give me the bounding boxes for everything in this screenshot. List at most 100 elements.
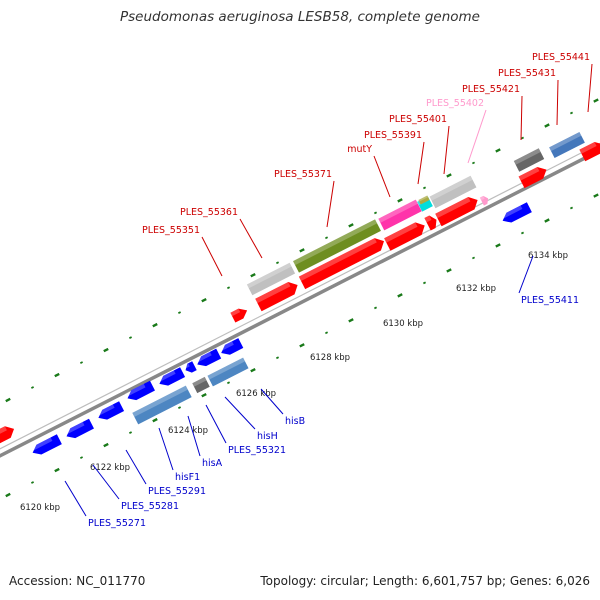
forward-gene-arrow-shine xyxy=(424,215,432,223)
forward-gene-label-leader xyxy=(443,125,450,175)
upper-tick-mark xyxy=(471,161,476,165)
reverse-gene-arrow[interactable] xyxy=(183,361,197,374)
reverse-gene-label: hisH xyxy=(257,431,278,442)
lower-tick-mark xyxy=(495,243,501,248)
forward-gene-arrow[interactable] xyxy=(424,213,439,231)
upper-tick-mark xyxy=(544,123,550,128)
forward-gene-label: PLES_55431 xyxy=(498,68,556,79)
reverse-gene-arrow[interactable] xyxy=(194,348,222,370)
forward-gene-label-leader xyxy=(239,218,263,259)
feature-bar-shine xyxy=(293,219,378,266)
forward-gene-label: PLES_55391 xyxy=(364,130,422,141)
feature-bar[interactable] xyxy=(429,175,477,209)
reverse-gene-label-leader xyxy=(205,404,227,444)
reverse-gene-arrow-shine xyxy=(30,437,53,452)
feature-bar[interactable] xyxy=(293,219,381,273)
feature-bar[interactable] xyxy=(549,131,585,159)
reverse-gene-label: hisF1 xyxy=(175,472,200,483)
forward-gene-arrow[interactable] xyxy=(0,423,17,451)
kbp-tick-label: 6130 kbp xyxy=(383,319,423,329)
reverse-gene-arrow[interactable] xyxy=(500,202,532,225)
forward-gene-arrow[interactable] xyxy=(579,139,600,162)
lower-tick-mark xyxy=(544,218,550,223)
upper-tick-mark xyxy=(593,98,599,103)
reverse-gene-arrow[interactable] xyxy=(64,418,94,442)
forward-gene-label-leader xyxy=(373,155,391,198)
reverse-gene-arrow-shape xyxy=(221,338,244,355)
reverse-gene-label-leader xyxy=(260,388,284,415)
upper-tick-mark xyxy=(250,273,256,278)
feature-bar-shape xyxy=(429,175,477,209)
reverse-gene-label: PLES_55271 xyxy=(88,518,146,529)
forward-gene-arrow-shine xyxy=(230,308,241,317)
forward-gene-arrow-shape xyxy=(424,215,437,231)
feature-bar[interactable] xyxy=(418,195,430,205)
kbp-tick-label: 6134 kbp xyxy=(528,251,568,261)
upper-tick-mark xyxy=(275,261,280,265)
forward-gene-arrow[interactable] xyxy=(518,164,550,189)
feature-bar[interactable] xyxy=(132,385,192,425)
feature-bar-shape xyxy=(378,199,422,231)
lower-tick-mark xyxy=(177,406,182,410)
feature-bar-shine xyxy=(549,131,582,152)
upper-tick-mark xyxy=(103,347,109,353)
upper-tick-mark xyxy=(397,198,403,203)
reverse-gene-arrow-shape xyxy=(98,401,125,420)
feature-bar-shine xyxy=(132,385,188,417)
upper-tick-mark xyxy=(422,186,427,190)
forward-gene-arrow-shape xyxy=(579,141,600,162)
forward-gene-arrow-shine xyxy=(384,222,418,243)
feature-bar[interactable] xyxy=(192,376,210,394)
feature-bar-shine xyxy=(246,262,292,289)
forward-gene-arrow[interactable] xyxy=(230,305,249,323)
forward-gene-arrow[interactable] xyxy=(384,219,428,251)
upper-tick-mark xyxy=(54,372,60,378)
forward-gene-arrow-shine xyxy=(298,238,377,282)
feature-bar-shape xyxy=(132,385,192,425)
lower-tick-mark xyxy=(397,293,403,298)
upper-tick-mark xyxy=(201,297,207,303)
upper-tick-mark xyxy=(79,361,84,364)
upper-tick-mark xyxy=(152,322,158,328)
reverse-gene-arrow-shape xyxy=(159,367,186,386)
forward-gene-label-leader xyxy=(201,236,223,277)
lower-tick-mark xyxy=(275,356,280,360)
pseudogene-arrow-shape xyxy=(479,195,489,206)
lower-tick-mark xyxy=(226,381,231,385)
feature-bar[interactable] xyxy=(246,262,296,296)
forward-gene-arrow[interactable] xyxy=(298,235,387,290)
reverse-gene-label-leader xyxy=(158,427,174,471)
feature-bar[interactable] xyxy=(378,199,422,231)
forward-gene-label: PLES_55371 xyxy=(274,169,332,180)
reverse-gene-arrow[interactable] xyxy=(125,380,155,404)
reverse-gene-arrow[interactable] xyxy=(30,434,62,457)
feature-bar-shine xyxy=(207,357,246,380)
forward-gene-label-leader xyxy=(587,63,593,113)
reverse-gene-label-leader xyxy=(187,415,201,457)
forward-gene-label: PLES_55351 xyxy=(142,225,200,236)
reverse-gene-arrow[interactable] xyxy=(156,367,186,389)
accession-text: Accession: NC_011770 xyxy=(9,574,146,588)
forward-gene-arrow[interactable] xyxy=(255,279,301,312)
feature-bar[interactable] xyxy=(207,357,249,387)
reverse-gene-arrow[interactable] xyxy=(218,338,244,358)
kbp-tick-label: 6128 kbp xyxy=(310,353,350,363)
lower-tick-mark xyxy=(5,492,11,498)
reverse-gene-arrow-shine xyxy=(95,404,115,417)
feature-bar-shine xyxy=(418,195,429,202)
upper-tick-mark xyxy=(348,223,354,228)
forward-gene-arrow-shape xyxy=(0,426,15,451)
map-title: Pseudomonas aeruginosa LESB58, complete … xyxy=(120,9,480,25)
feature-bar-shape xyxy=(418,195,430,205)
forward-gene-label: mutY xyxy=(347,144,372,155)
upper-tick-mark xyxy=(569,111,574,115)
pseudogene-arrow[interactable] xyxy=(479,194,490,206)
forward-gene-label-leader xyxy=(467,109,487,164)
feature-bar-shine xyxy=(513,148,541,165)
forward-gene-arrow-shape xyxy=(230,308,248,323)
feature-bar[interactable] xyxy=(513,148,545,172)
reverse-gene-arrow[interactable] xyxy=(95,401,125,423)
reverse-gene-label: PLES_55291 xyxy=(148,486,206,497)
forward-gene-arrow[interactable] xyxy=(435,194,481,227)
